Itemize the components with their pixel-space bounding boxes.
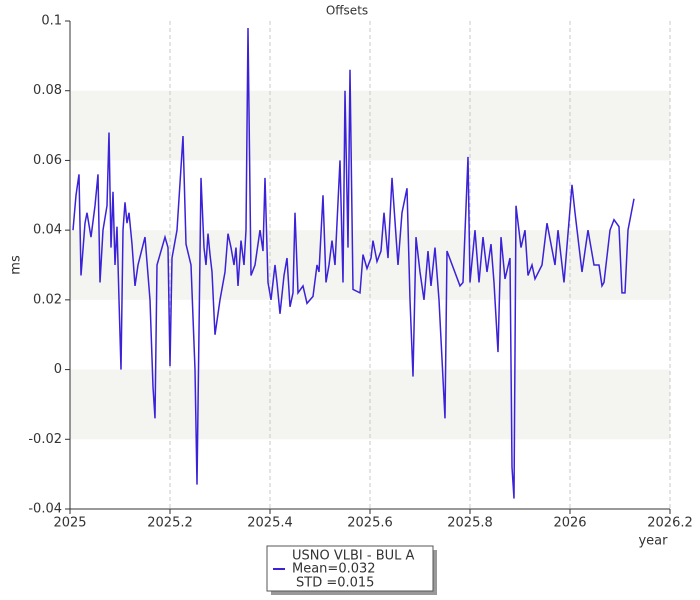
y-tick-label: 0.06 bbox=[33, 153, 62, 168]
legend-mean: Mean=0.032 bbox=[292, 562, 376, 577]
legend-std: STD =0.015 bbox=[296, 576, 374, 591]
x-tick-label: 2025.2 bbox=[147, 516, 193, 531]
y-tick-label: 0 bbox=[54, 362, 62, 377]
y-tick-label: 0.1 bbox=[41, 14, 62, 29]
x-tick-label: 2026.2 bbox=[647, 516, 693, 531]
x-tick-label: 2025.4 bbox=[247, 516, 293, 531]
legend-label: USNO VLBI - BUL A bbox=[292, 549, 415, 564]
x-tick-label: 2025 bbox=[53, 516, 86, 531]
x-tick-label: 2026 bbox=[553, 516, 586, 531]
y-tick-label: 0.02 bbox=[33, 292, 62, 307]
series-line bbox=[72, 27, 635, 499]
y-tick-label: -0.02 bbox=[28, 432, 62, 447]
y-axis-label: ms bbox=[9, 255, 24, 275]
chart-title: Offsets bbox=[326, 4, 368, 18]
x-tick-label: 2025.8 bbox=[447, 516, 493, 531]
x-tick-label: 2025.6 bbox=[347, 516, 393, 531]
legend-box bbox=[266, 545, 434, 592]
y-tick-label: -0.04 bbox=[28, 502, 62, 517]
x-axis-label: year bbox=[638, 534, 668, 549]
y-tick-label: 0.08 bbox=[33, 83, 62, 98]
y-tick-label: 0.04 bbox=[33, 223, 62, 238]
